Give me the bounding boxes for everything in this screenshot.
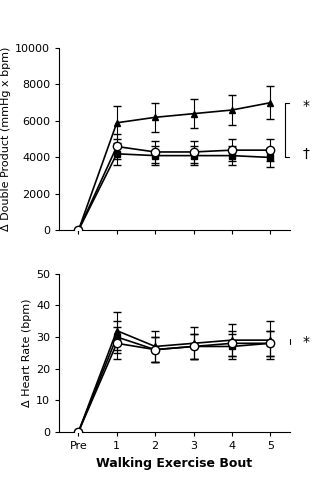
Text: †: †: [303, 147, 310, 161]
Y-axis label: Δ Heart Rate (bpm): Δ Heart Rate (bpm): [22, 299, 32, 407]
Text: *: *: [303, 335, 310, 348]
X-axis label: Walking Exercise Bout: Walking Exercise Bout: [96, 456, 252, 469]
Y-axis label: Δ Double Product (mmHg x bpm): Δ Double Product (mmHg x bpm): [1, 47, 11, 231]
Text: *: *: [303, 99, 310, 113]
